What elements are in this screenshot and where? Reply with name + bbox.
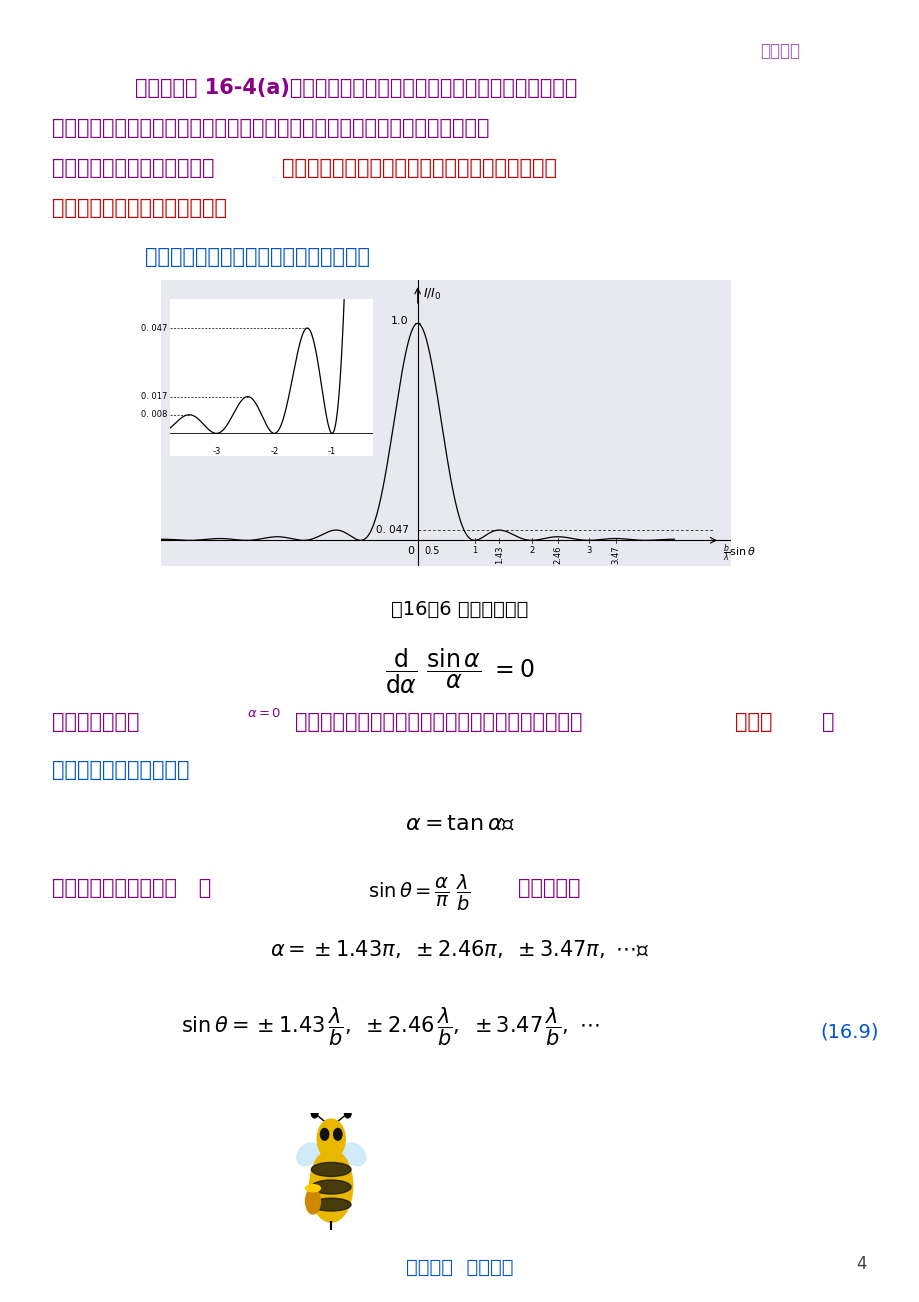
Circle shape [311, 1108, 318, 1118]
Circle shape [317, 1118, 345, 1159]
Text: 可得决定次极强位置的   和: 可得决定次极强位置的 和 [52, 878, 211, 898]
Text: 0. 047: 0. 047 [375, 525, 408, 535]
Text: 0. 047: 0. 047 [141, 324, 167, 332]
Text: 4: 4 [856, 1255, 867, 1273]
Text: $\sin\theta = \dfrac{\alpha}{\pi}\ \dfrac{\lambda}{b}$: $\sin\theta = \dfrac{\alpha}{\pi}\ \dfra… [368, 874, 471, 913]
Text: 处出现衍射主极强外，还在一系列位置上出现衍射的: 处出现衍射主极强外，还在一系列位置上出现衍射的 [295, 712, 582, 732]
Text: 1.43: 1.43 [494, 546, 504, 564]
Text: -3: -3 [212, 447, 221, 456]
Ellipse shape [310, 1150, 352, 1223]
Text: -1: -1 [328, 447, 335, 456]
Text: 在单缝衍射因子具有极大值的地方，即在: 在单缝衍射因子具有极大值的地方，即在 [145, 247, 369, 267]
Text: -2: -2 [270, 447, 278, 456]
Text: 次极强: 次极强 [734, 712, 772, 732]
Circle shape [334, 1129, 342, 1141]
Text: $\dfrac{\mathrm{d}}{\mathrm{d}\alpha}\ \dfrac{\sin\alpha}{\alpha}\ =0$: $\dfrac{\mathrm{d}}{\mathrm{d}\alpha}\ \… [385, 647, 534, 697]
Text: $\alpha = \tan\alpha$，: $\alpha = \tan\alpha$， [404, 814, 515, 835]
Text: 图16－6 单缝衍射因子: 图16－6 单缝衍射因子 [391, 600, 528, 618]
Text: $\alpha = \pm1.43\pi,\ \pm2.46\pi,\ \pm3.47\pi,\ \cdots$，: $\alpha = \pm1.43\pi,\ \pm2.46\pi,\ \pm3… [270, 937, 649, 960]
Ellipse shape [311, 1163, 351, 1177]
Ellipse shape [305, 1189, 320, 1213]
Ellipse shape [343, 1143, 365, 1165]
Text: 1: 1 [471, 546, 477, 555]
Text: $\alpha{=}0$: $\alpha{=}0$ [246, 707, 281, 720]
Ellipse shape [305, 1185, 320, 1191]
Text: 值分别为：: 值分别为： [517, 878, 580, 898]
Text: 即可确定零级衍射斑的位置。: 即可确定零级衍射斑的位置。 [52, 158, 214, 178]
Ellipse shape [311, 1198, 351, 1211]
Text: 0: 0 [406, 546, 414, 556]
Circle shape [344, 1108, 351, 1118]
Ellipse shape [311, 1180, 351, 1194]
Text: $\sin\theta = \pm1.43\,\dfrac{\lambda}{b},\ \pm2.46\,\dfrac{\lambda}{b},\ \pm3.4: $\sin\theta = \pm1.43\,\dfrac{\lambda}{b… [180, 1005, 598, 1048]
Text: $I/I_0$: $I/I_0$ [423, 286, 441, 302]
Text: 1.0: 1.0 [391, 316, 408, 327]
Text: 例如，在图 16-4(a)所示的装置中，如果点光源的位置上下左右移动，则: 例如，在图 16-4(a)所示的装置中，如果点光源的位置上下左右移动，则 [135, 78, 577, 98]
Text: 0. 017: 0. 017 [141, 392, 167, 401]
Text: 0.5: 0.5 [424, 546, 439, 556]
Text: 3.47: 3.47 [610, 546, 619, 564]
Text: 该点光源在接收屏幕上的象点将朝相反的方向移动，并可算出移动的距离，由此: 该点光源在接收屏幕上的象点将朝相反的方向移动，并可算出移动的距离，由此 [52, 118, 489, 138]
Text: 。: 。 [821, 712, 834, 732]
Text: 读万卷书  行万里路: 读万卷书 行万里路 [406, 1258, 513, 1277]
Circle shape [320, 1129, 328, 1141]
Ellipse shape [297, 1143, 319, 1165]
Text: 的地方，除了在: 的地方，除了在 [52, 712, 140, 732]
Text: 3: 3 [585, 546, 591, 555]
Text: 2.46: 2.46 [553, 546, 562, 564]
Text: 0. 008: 0. 008 [141, 410, 167, 419]
Text: (16.9): (16.9) [819, 1022, 878, 1042]
Text: 利用图解法求解超越方程: 利用图解法求解超越方程 [52, 760, 189, 780]
Text: 旗开得胜: 旗开得胜 [759, 42, 800, 60]
Text: $\frac{b}{\lambda}\sin\theta$: $\frac{b}{\lambda}\sin\theta$ [722, 543, 755, 564]
Text: 如果只是单缝的位置上下左右平行移动，则其夫琅: 如果只是单缝的位置上下左右平行移动，则其夫琅 [282, 158, 556, 178]
Text: 禾费衍射图样的位置并不改变。: 禾费衍射图样的位置并不改变。 [52, 198, 227, 217]
Text: 2: 2 [528, 546, 534, 555]
